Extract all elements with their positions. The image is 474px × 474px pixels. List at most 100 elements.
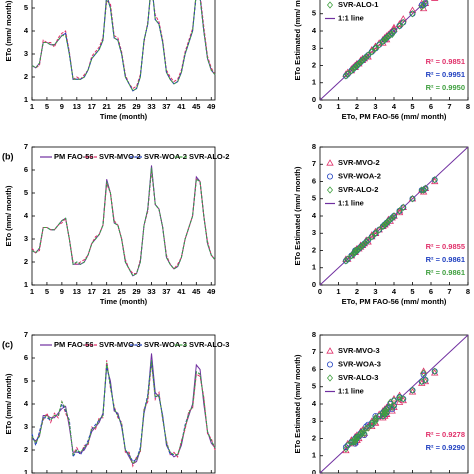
marker-diamond (326, 1, 334, 9)
x-tick-label: 4 (392, 102, 397, 111)
x-tick-label: 21 (103, 102, 111, 111)
marker-diamond (418, 3, 425, 11)
marker-diamond (409, 386, 416, 394)
marker-diamond (368, 421, 375, 429)
marker-triangle (408, 194, 417, 202)
y-tick-label: 3 (24, 234, 28, 243)
x-tick-label: 8 (466, 287, 470, 296)
marker-diamond (348, 252, 355, 260)
x-tick-label: 5 (410, 287, 414, 296)
marker-diamond (368, 233, 375, 241)
x-tick-label: 21 (103, 287, 111, 296)
marker-triangle (362, 424, 370, 431)
y-tick-label: 4 (312, 399, 317, 408)
marker-diamond (350, 65, 357, 73)
x-tick-label: 6 (429, 102, 433, 111)
marker-diamond (344, 255, 351, 263)
marker-diamond (409, 195, 416, 203)
marker-diamond (409, 10, 416, 18)
marker-triangle (375, 225, 383, 233)
x-tick-label: 33 (147, 102, 155, 111)
y-tick-label: 6 (312, 176, 316, 185)
y-tick-label: 3 (24, 49, 28, 58)
legend-label: SVR-WOA-3 (338, 359, 381, 368)
x-tick-label: 5 (410, 102, 414, 111)
marker-diamond (422, 184, 429, 193)
marker-diamond (372, 44, 379, 52)
marker-diamond (355, 60, 362, 68)
series-line (31, 0, 216, 92)
y-tick-label: 2 (24, 72, 28, 81)
legend-label: SVR-WOA-3 (144, 340, 187, 349)
x-tick-label: 5 (45, 102, 49, 111)
legend-label: SVR-ALO-3 (189, 340, 229, 349)
marker-diamond (372, 415, 379, 424)
marker-triangle (388, 407, 396, 414)
marker-diamond (389, 214, 396, 222)
y-tick-label: 2 (312, 433, 316, 442)
x-tick-label: 7 (447, 287, 451, 296)
panel-label: (c) (2, 339, 13, 349)
y-tick-label: 0 (312, 468, 316, 474)
x-tick-label: 25 (117, 102, 125, 111)
marker-diamond (418, 377, 425, 386)
marker-diamond (342, 72, 349, 80)
x-tick-label: 2 (355, 287, 359, 296)
y-tick-label: 6 (24, 353, 28, 362)
x-tick-label: 17 (88, 287, 96, 296)
marker-circle (418, 2, 425, 9)
y-tick-label: 7 (312, 347, 316, 356)
y-tick-label: 5 (312, 382, 316, 391)
y-axis-label: ETo Estimated (mm/ month) (293, 354, 302, 454)
y-tick-label: 2 (312, 245, 316, 254)
marker-triangle (326, 347, 334, 354)
x-tick-label: 41 (177, 102, 185, 111)
x-tick-label: 9 (60, 287, 64, 296)
marker-diamond (390, 212, 398, 220)
r2-label: R² = 0.9851 (426, 57, 465, 66)
x-axis-label: Time (month) (100, 112, 148, 121)
y-tick-label: 2 (312, 60, 316, 69)
x-tick-label: 17 (88, 102, 96, 111)
x-axis-label: Time (month) (100, 297, 148, 306)
series-line (31, 167, 216, 277)
marker-diamond (418, 186, 425, 194)
y-tick-label: 4 (24, 211, 29, 220)
series-line (31, 0, 216, 90)
marker-diamond (422, 0, 429, 6)
legend-label: 1:1 line (338, 198, 364, 207)
marker-diamond (368, 48, 375, 56)
y-axis-label: ETo Estimated (mm/ month) (293, 166, 302, 266)
y-tick-label: 1 (312, 263, 316, 272)
marker-triangle (347, 66, 356, 74)
legend-label: SVR-MVO-2 (99, 152, 141, 161)
marker-diamond (422, 376, 429, 384)
r2-label: R² = 0.9290 (426, 443, 465, 452)
r2-label: R² = 0.9951 (426, 70, 465, 79)
y-tick-label: 4 (312, 211, 317, 220)
x-tick-label: 7 (447, 102, 451, 111)
x-tick-label: 6 (429, 287, 433, 296)
y-axis-label: ETo (mm/ month) (4, 373, 13, 435)
x-tick-label: 3 (373, 102, 377, 111)
marker-diamond (390, 396, 398, 405)
marker-diamond (348, 67, 355, 75)
marker-diamond (359, 427, 366, 436)
y-axis-label: ETo Estimated (mm/ month) (293, 0, 302, 81)
legend-label: SVR-WOA-2 (144, 152, 187, 161)
y-tick-label: 5 (312, 9, 316, 18)
marker-diamond (376, 412, 383, 420)
marker-diamond (381, 36, 388, 44)
y-tick-label: 8 (312, 142, 316, 151)
x-tick-label: 13 (73, 102, 81, 111)
y-tick-label: 3 (312, 416, 316, 425)
marker-diamond (381, 221, 388, 229)
legend-label: SVR-MVO-3 (338, 346, 380, 355)
marker-diamond (420, 369, 427, 377)
y-tick-label: 1 (24, 280, 28, 289)
marker-circle (326, 173, 333, 180)
y-tick-label: 0 (312, 95, 316, 104)
x-tick-label: 37 (162, 102, 170, 111)
legend-label: 1:1 line (338, 13, 364, 22)
marker-circle (420, 371, 427, 378)
